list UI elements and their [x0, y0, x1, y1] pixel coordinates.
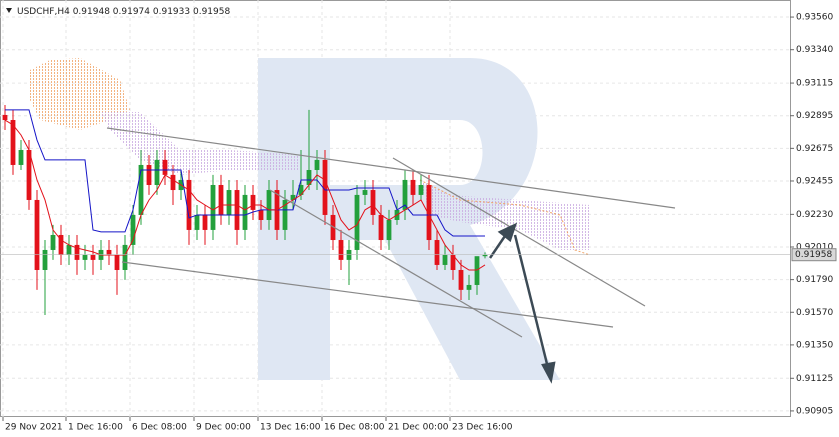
candle-body	[50, 234, 56, 250]
candle-body	[234, 190, 240, 230]
candle-body	[146, 164, 152, 185]
candle-body	[426, 184, 432, 241]
candle-body	[322, 159, 328, 215]
candle-body	[306, 170, 312, 185]
y-tick-label: 0.92675	[796, 144, 833, 154]
candle-body	[282, 199, 288, 230]
candle-body	[194, 214, 200, 230]
forecast-arrows	[488, 222, 556, 384]
candle-body	[458, 269, 464, 290]
candle-body	[226, 190, 232, 215]
y-tick-label: 0.91350	[796, 340, 833, 350]
candle-body	[114, 255, 120, 270]
candle-body	[402, 179, 408, 210]
candle-body	[482, 254, 488, 257]
indicator-line	[4, 119, 486, 271]
candle-body	[370, 190, 376, 215]
y-tick-label: 0.93560	[796, 13, 833, 23]
candle-body	[2, 114, 8, 121]
x-tick-label: 13 Dec 16:00	[260, 423, 321, 433]
y-tick-label: 0.91790	[796, 275, 833, 285]
candle-body	[34, 199, 40, 270]
candle-body	[218, 184, 224, 215]
x-tick-label: 23 Dec 16:00	[452, 423, 513, 433]
candle-body	[250, 194, 256, 210]
candle-body	[258, 209, 264, 220]
candle-body	[338, 240, 344, 260]
candle-body	[330, 214, 336, 241]
candle-body	[202, 214, 208, 230]
candle-body	[410, 179, 416, 195]
indicator-line	[5, 109, 485, 237]
x-tick-label: 21 Dec 00:00	[388, 423, 449, 433]
header-high: 0.91974	[113, 7, 150, 17]
header-open: 0.91948	[73, 7, 110, 17]
candle-body	[18, 149, 24, 165]
candle-body	[74, 244, 80, 260]
candle-body	[82, 255, 88, 260]
candle-body	[362, 190, 368, 195]
y-tick-label: 0.92455	[796, 176, 833, 186]
candle-body	[242, 194, 248, 230]
candle-body	[354, 194, 360, 250]
watermark	[258, 58, 560, 380]
candle-body	[58, 234, 64, 256]
x-tick-label: 1 Dec 16:00	[68, 423, 123, 433]
header: USDCHF,H4 0.91948 0.91974 0.91933 0.9195…	[17, 7, 230, 17]
candle-body	[450, 255, 456, 270]
candle-body	[90, 255, 96, 260]
candle-body	[210, 184, 216, 230]
collapse-icon[interactable]	[6, 8, 12, 13]
candle-body	[154, 159, 160, 185]
y-tick-label: 0.91125	[796, 374, 833, 384]
y-tick-label: 0.92230	[796, 210, 833, 220]
candle-body	[170, 174, 176, 191]
price-label: 0.91958	[795, 250, 832, 260]
y-tick-label: 0.93340	[796, 45, 833, 55]
x-tick-label: 29 Nov 2021	[5, 423, 63, 433]
candle-body	[186, 179, 192, 230]
y-tick-label: 0.93115	[796, 79, 833, 89]
marks	[2, 105, 488, 315]
candle-body	[314, 159, 320, 171]
candle-body	[298, 184, 304, 195]
y-tick-label: 0.90905	[796, 406, 833, 416]
y-tick-label: 0.91570	[796, 308, 833, 318]
candle-body	[378, 214, 384, 241]
y-tick-label: 0.92895	[796, 111, 833, 121]
candle-body	[106, 249, 112, 256]
candle-body	[162, 159, 168, 175]
candle-body	[10, 120, 16, 165]
candle-body	[434, 240, 440, 265]
x-tick-label: 9 Dec 00:00	[196, 423, 251, 433]
trend-lines	[106, 127, 676, 338]
candle-body	[442, 255, 448, 265]
candle-body	[474, 256, 480, 285]
candle-body	[138, 164, 144, 215]
x-tick-label: 16 Dec 08:00	[324, 423, 385, 433]
cloud	[100, 112, 300, 175]
x-tick-label: 6 Dec 08:00	[132, 423, 187, 433]
candle-body	[418, 184, 424, 195]
candle-body	[386, 219, 392, 241]
candle-body	[266, 190, 272, 220]
candle-body	[66, 244, 72, 256]
header-close: 0.91958	[193, 7, 230, 17]
header-low: 0.91933	[153, 7, 190, 17]
price-label-box	[791, 248, 837, 262]
candle-body	[466, 284, 472, 290]
cloud-edge	[419, 179, 591, 256]
y-tick-label: 0.92010	[796, 242, 833, 252]
candle-body	[130, 214, 136, 245]
cloud	[420, 180, 590, 250]
candle-body	[122, 244, 128, 270]
symbol: USDCHF,H4	[17, 7, 70, 17]
candle-body	[26, 149, 32, 200]
candle-body	[42, 249, 48, 270]
candle-body	[290, 194, 296, 200]
